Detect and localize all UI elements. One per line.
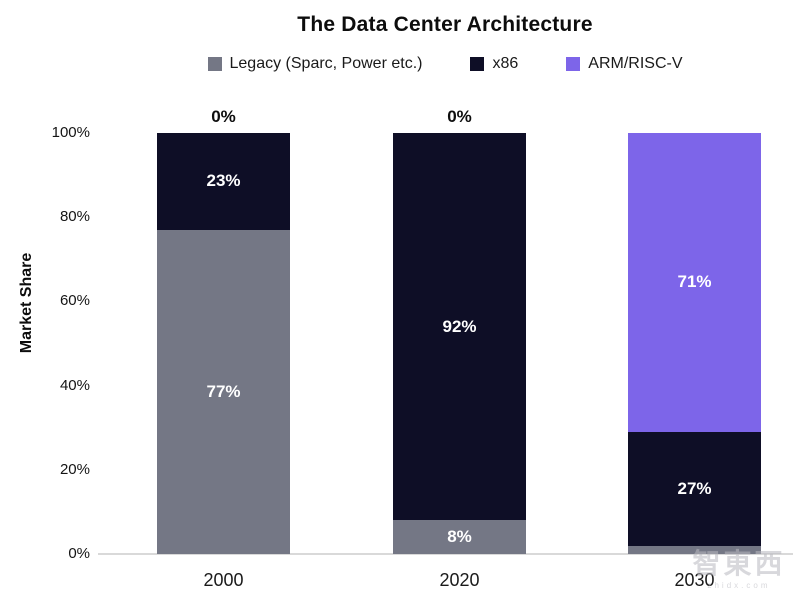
legend-swatch-x86: [470, 57, 485, 71]
bar-2020-segment-x86: 92%: [393, 133, 526, 521]
bar-2000-value-legacy-sparc-power-etc: 77%: [206, 381, 241, 401]
bar-2020-value-x86: 92%: [442, 316, 477, 336]
bar-2000-value-arm-risc-v: 0%: [211, 107, 236, 126]
legend: Legacy (Sparc, Power etc.) x86 ARM/RISC-V: [98, 55, 792, 73]
watermark-logo: 智東西: [692, 548, 786, 579]
y-tick-20: 20%: [59, 460, 90, 478]
bar-2030-value-x86: 27%: [677, 478, 712, 498]
legend-item-x86: x86: [470, 55, 518, 73]
legend-item-arm-risc-v: ARM/RISC-V: [566, 55, 683, 73]
bar-2030-segment-arm-risc-v: 71%: [628, 133, 761, 432]
bar-2020-segment-legacy-sparc-power-etc: 8%: [393, 520, 526, 554]
bar-2030-value-arm-risc-v: 71%: [677, 272, 712, 292]
x-label-2020: 2020: [439, 570, 480, 590]
watermark: 智東西 zhidx.com: [684, 547, 794, 591]
legend-item-legacy-sparc-power-etc: Legacy (Sparc, Power etc.): [207, 55, 423, 73]
x-label-2030: 2030: [674, 570, 715, 590]
bar-2020-value-arm-risc-v: 0%: [447, 107, 472, 126]
legend-label: Legacy (Sparc, Power etc.): [229, 55, 423, 72]
watermark-url: zhidx.com: [707, 581, 771, 590]
legend-swatch-arm-risc-v: [566, 57, 581, 71]
bar-2000-segment-legacy-sparc-power-etc: 77%: [157, 229, 290, 554]
bar-2000-segment-x86: 23%: [157, 133, 290, 230]
bar-2000-value-x86: 23%: [206, 171, 241, 191]
x-label-2000: 2000: [203, 570, 244, 590]
y-tick-60: 60%: [59, 292, 90, 310]
legend-swatch-legacy-sparc-power-etc: [207, 57, 222, 71]
y-tick-40: 40%: [59, 376, 90, 394]
bar-2020-value-legacy-sparc-power-etc: 8%: [447, 527, 472, 547]
chart-title: The Data Center Architecture: [297, 13, 593, 36]
legend-label: ARM/RISC-V: [588, 55, 683, 72]
bar-2030-segment-x86: 27%: [628, 431, 761, 546]
y-tick-0: 0%: [68, 545, 90, 562]
legend-label: x86: [492, 55, 519, 72]
x-axis-line: [98, 553, 793, 555]
y-tick-100: 100%: [51, 124, 90, 141]
y-tick-80: 80%: [59, 208, 90, 226]
